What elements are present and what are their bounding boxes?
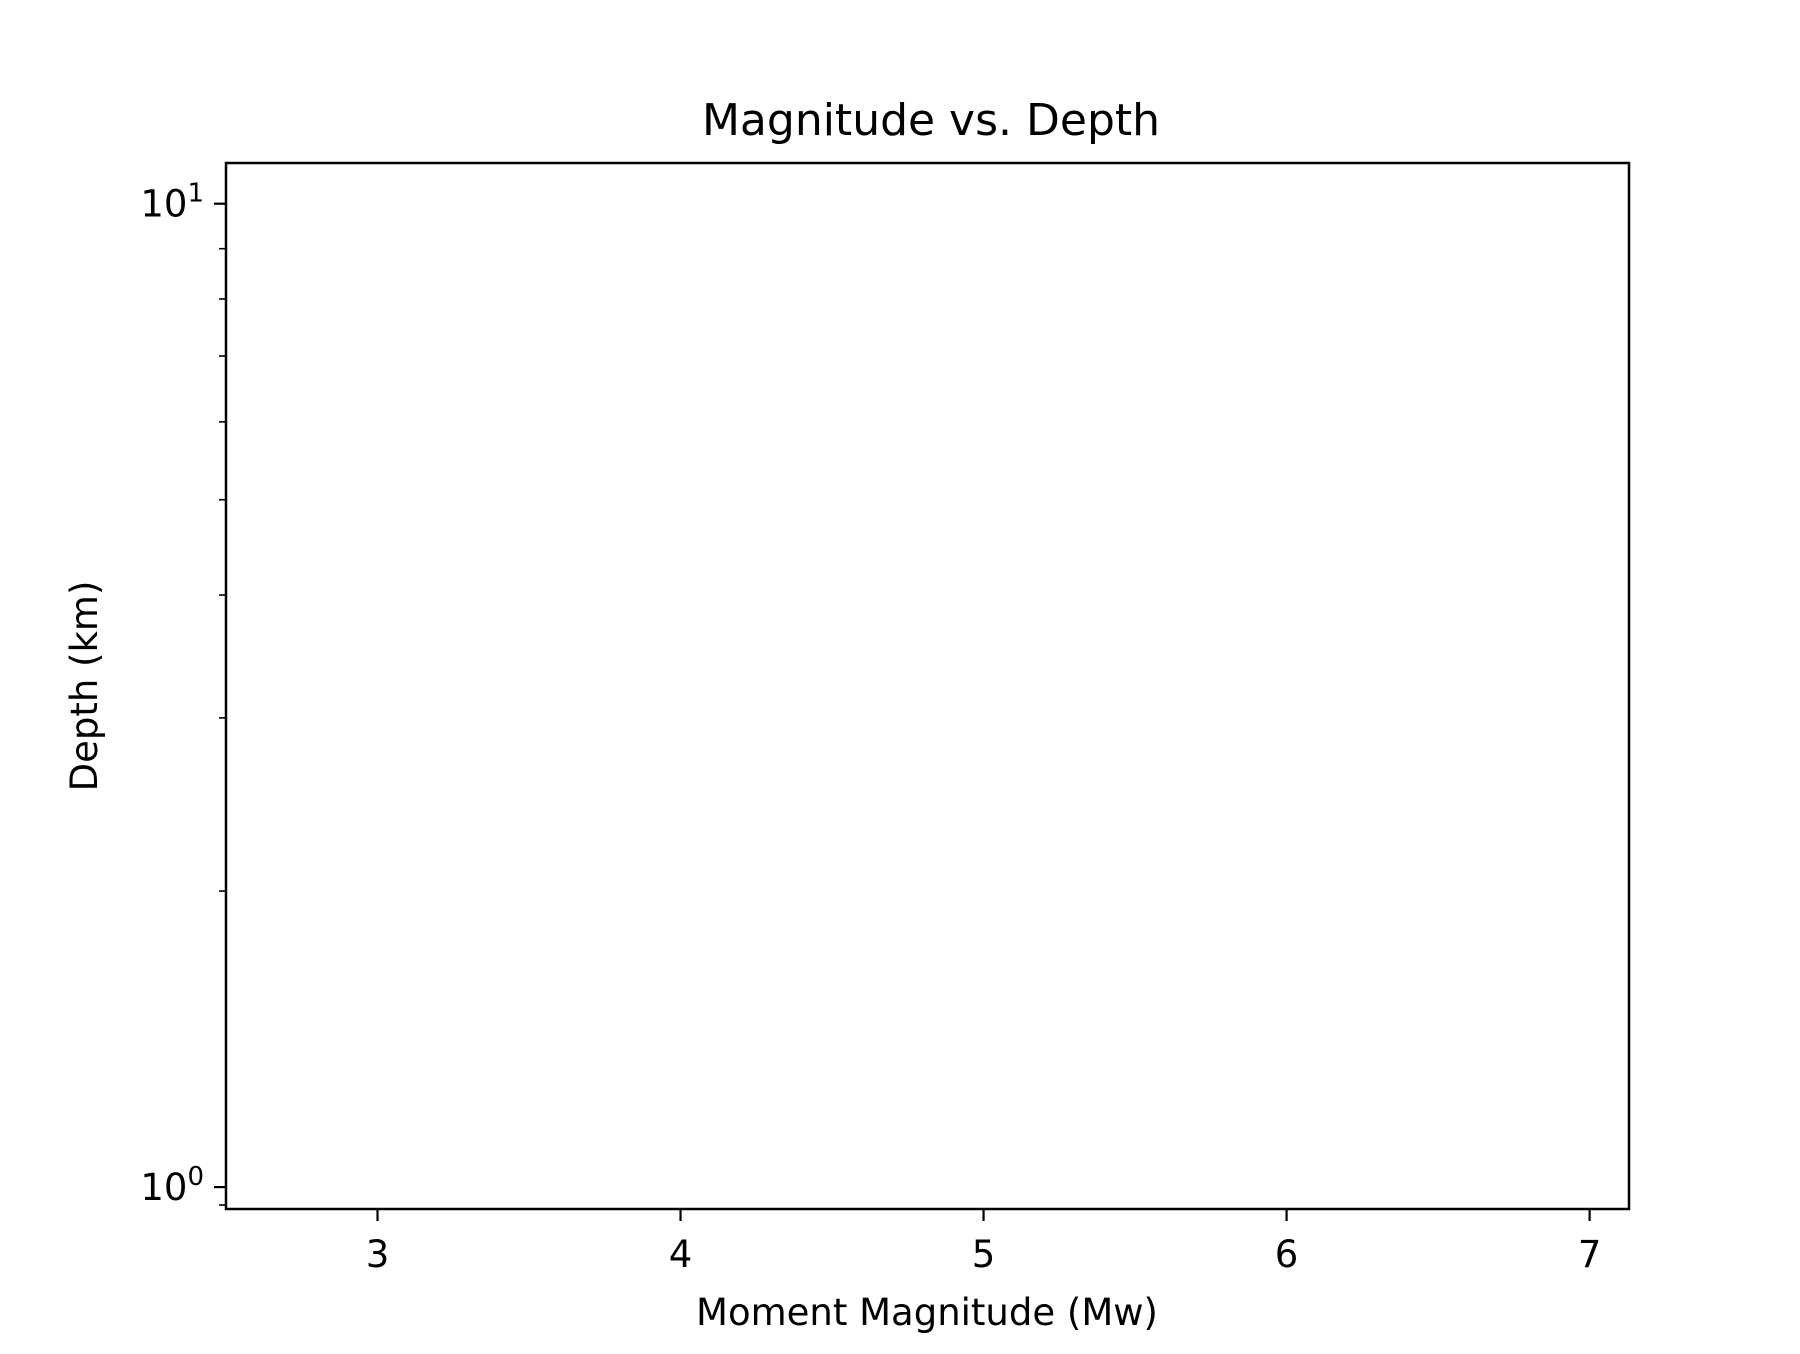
y-tick-label: 100 — [140, 1162, 204, 1209]
y-axis-label: Depth (km) — [63, 581, 106, 792]
x-tick-label: 6 — [1275, 1233, 1299, 1276]
chart-title: Magnitude vs. Depth — [702, 95, 1160, 146]
plot-area-frame — [224, 161, 1631, 1211]
x-tick-label: 7 — [1578, 1233, 1602, 1276]
x-axis-label: Moment Magnitude (Mw) — [696, 1291, 1158, 1334]
y-tick-label: 101 — [140, 179, 204, 226]
x-tick-label: 5 — [972, 1233, 996, 1276]
y-axis: 100 101 — [140, 179, 226, 1209]
x-tick-label: 4 — [669, 1233, 693, 1276]
x-tick-label: 3 — [366, 1233, 390, 1276]
x-axis: 3 4 5 6 7 — [366, 1209, 1602, 1276]
